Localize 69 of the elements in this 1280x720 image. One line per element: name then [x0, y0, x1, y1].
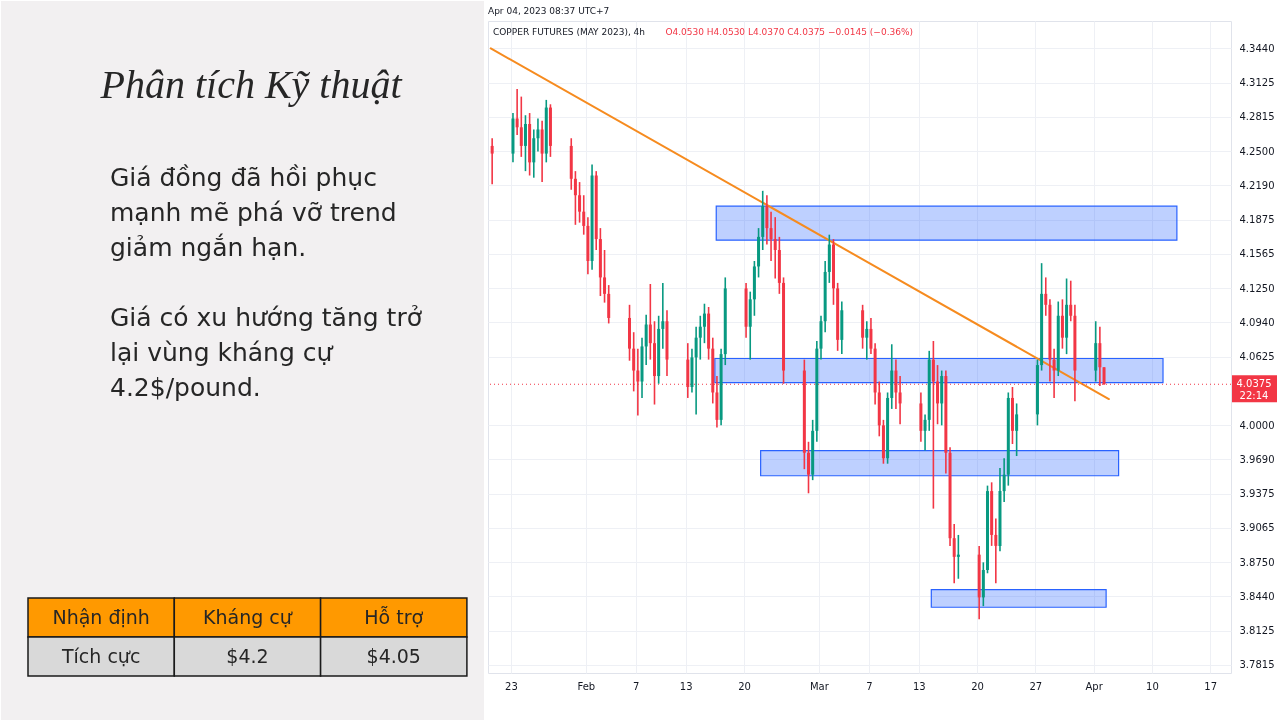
candlestick: [603, 249, 607, 304]
x-tick-label: 20: [971, 680, 984, 692]
y-tick-label: 3.8440: [1239, 590, 1275, 602]
x-tick-label: 10: [1146, 680, 1159, 692]
x-tick-label: Mar: [809, 680, 830, 692]
y-tick-label: 3.9690: [1239, 453, 1275, 465]
y-tick-label: 4.3440: [1239, 42, 1275, 54]
text: O4.0530 H4.0530 L4.0370 C4.0375 −0.0145 (−0.36%): [665, 27, 914, 37]
y-tick-label: 3.9375: [1239, 488, 1275, 500]
x-tick-label: Apr: [1085, 680, 1104, 692]
y-tick-label: 4.0000: [1239, 419, 1275, 431]
text: Giá có xu hướng tăng trở lại vùng kháng cự 4.2$/pound.: [110, 303, 423, 402]
text: Apr 04, 2023 08:37 UTC+7: [488, 6, 610, 16]
candlestick: [573, 170, 577, 226]
candlestick: [578, 181, 582, 224]
candlestick: [661, 282, 665, 350]
candlestick: [628, 304, 632, 362]
candlestick: [523, 114, 527, 172]
text: Tích cực: [60, 644, 141, 667]
y-tick-label: 3.9065: [1239, 522, 1275, 534]
text: Giá đồng đã hồi phục mạnh mẽ phá vỡ trend giảm ngắn hạn.: [110, 163, 397, 262]
candlestick: [698, 314, 702, 361]
x-tick-label: 13: [912, 680, 926, 692]
x-tick-label: 23: [505, 680, 518, 692]
candlestick: [648, 283, 652, 361]
text: Kháng cự: [203, 605, 293, 628]
candlestick: [773, 216, 777, 280]
x-tick-label: 20: [738, 680, 751, 692]
text: Nhận định: [52, 605, 150, 628]
text: 22:14: [1239, 390, 1269, 402]
x-tick-label: 27: [1029, 680, 1043, 692]
text: COPPER FUTURES (MAY 2023), 4h: [493, 27, 646, 37]
y-tick-label: 4.1250: [1239, 282, 1275, 294]
candlestick: [994, 517, 998, 584]
y-tick-label: 4.2500: [1239, 145, 1275, 157]
candlestick: [636, 347, 640, 417]
y-tick-label: 4.2815: [1239, 111, 1275, 123]
x-tick-label: 7: [633, 680, 640, 692]
text: $4.05: [366, 644, 421, 667]
y-tick-label: 4.3125: [1239, 77, 1275, 89]
candlestick: [653, 320, 656, 406]
x-tick-label: 7: [866, 680, 873, 692]
x-tick-label: Feb: [577, 680, 596, 692]
y-tick-label: 4.1875: [1239, 214, 1275, 226]
candlestick: [1002, 457, 1006, 503]
candlestick: [869, 317, 873, 355]
y-tick-label: 3.8125: [1239, 625, 1275, 637]
x-tick-label: 17: [1204, 680, 1218, 692]
x-tick-label: 13: [679, 680, 693, 692]
candlestick: [1052, 347, 1056, 399]
candlestick: [1015, 402, 1019, 457]
candlestick: [831, 238, 835, 306]
candlestick: [490, 137, 494, 186]
candlestick: [519, 95, 523, 158]
candlestick: [765, 194, 769, 246]
text: Hỗ trợ: [364, 605, 424, 628]
y-tick-label: 4.0625: [1239, 351, 1275, 363]
y-tick-label: 4.0940: [1239, 316, 1275, 328]
candlestick: [1060, 298, 1064, 350]
ref-line-label: 4.0375: [1236, 378, 1272, 390]
y-tick-label: 3.8750: [1239, 556, 1275, 568]
text: $4.2: [226, 644, 269, 667]
y-tick-label: 4.2190: [1239, 179, 1275, 191]
text: Phân tích Kỹ thuật: [99, 62, 403, 107]
candlestick: [702, 302, 706, 344]
y-tick-label: 4.1565: [1239, 248, 1275, 260]
candlestick: [865, 320, 869, 361]
candlestick: [807, 440, 811, 495]
y-tick-label: 3.7815: [1239, 659, 1275, 671]
